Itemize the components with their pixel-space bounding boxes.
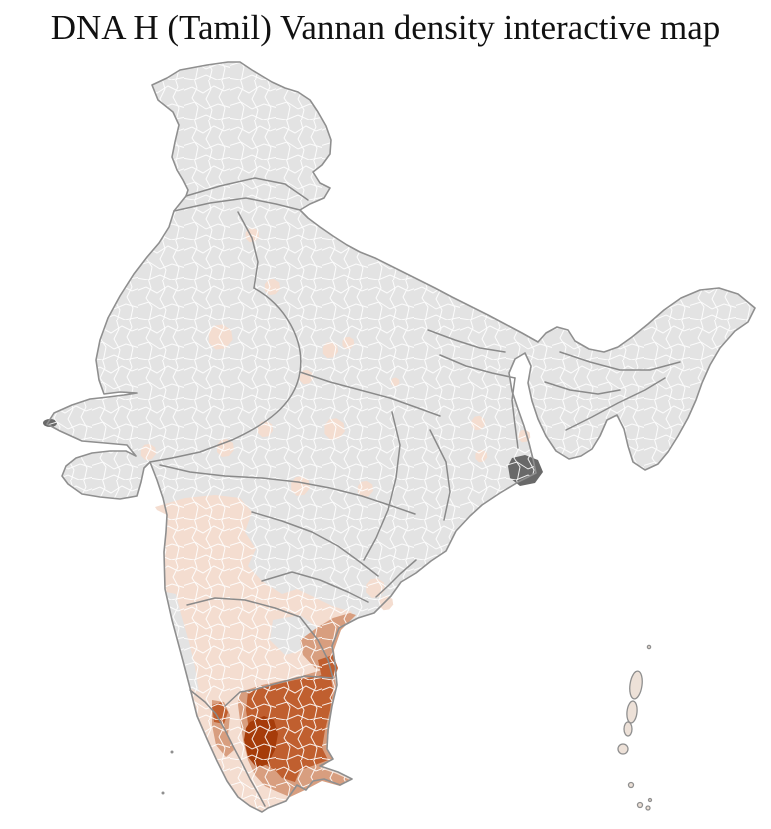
- island[interactable]: [626, 700, 638, 724]
- island[interactable]: [647, 797, 653, 803]
- island[interactable]: [623, 721, 633, 737]
- island[interactable]: [646, 644, 652, 650]
- island[interactable]: [617, 743, 629, 755]
- island[interactable]: [161, 791, 165, 795]
- island[interactable]: [645, 805, 651, 811]
- island[interactable]: [636, 801, 644, 809]
- andaman-nicobar-islands[interactable]: [617, 644, 653, 811]
- map-title: DNA H (Tamil) Vannan density interactive…: [50, 8, 721, 47]
- district-boundaries-overlay: [47, 62, 755, 812]
- island[interactable]: [170, 750, 174, 754]
- lakshadweep-islands[interactable]: [161, 750, 174, 795]
- island[interactable]: [628, 670, 644, 700]
- island[interactable]: [627, 781, 635, 789]
- state-borders: [149, 177, 681, 807]
